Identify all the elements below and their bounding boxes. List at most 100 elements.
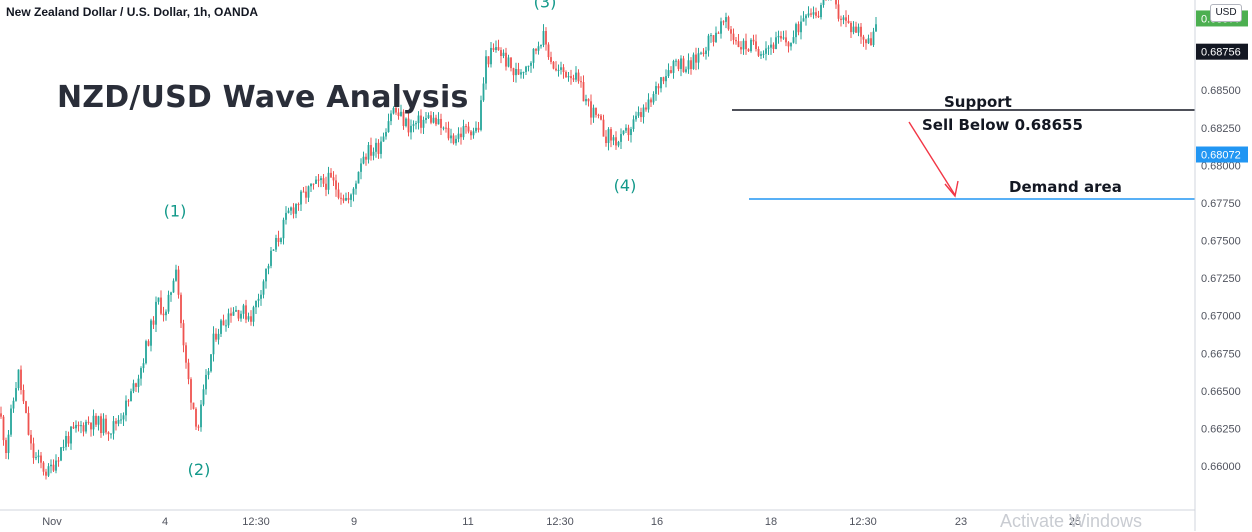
candle-up (352, 188, 355, 195)
candle-up (700, 52, 702, 54)
candle-down (535, 48, 537, 51)
candle-down (82, 425, 85, 432)
candle-down (730, 29, 732, 34)
candle-up (507, 57, 510, 67)
candle-up (10, 408, 12, 435)
candle-down (435, 117, 437, 125)
candle-up (130, 391, 132, 401)
candle-down (815, 12, 817, 16)
candle-up (227, 313, 230, 326)
candle-up (252, 307, 255, 322)
candle-down (580, 81, 582, 83)
candle-down (662, 77, 665, 82)
candle-down (780, 35, 782, 39)
candle-up (812, 12, 815, 15)
time-axis[interactable]: Nov 4 12:30 9 11 12:30 16 18 12:30 23 25 (42, 516, 1081, 528)
candle-up (530, 62, 532, 66)
candle-up (37, 455, 40, 458)
candle-down (572, 78, 575, 80)
wave-label: (1) (164, 201, 187, 220)
candle-down (865, 39, 867, 44)
x-tick-label: 25 (1069, 516, 1081, 528)
candle-up (307, 186, 310, 198)
candle-up (172, 280, 175, 293)
candle-up (872, 31, 875, 46)
candle-up (380, 141, 382, 154)
plot-area[interactable] (0, 0, 1195, 510)
sell-below-label: Sell Below 0.68655 (922, 116, 1083, 134)
y-tick-label: 0.66500 (1201, 386, 1241, 398)
candle-up (592, 107, 595, 118)
candle-up (427, 115, 430, 119)
candle-down (505, 52, 507, 67)
candle-up (630, 129, 632, 136)
x-tick-label: 12:30 (546, 516, 574, 528)
candle-up (652, 93, 655, 103)
candle-up (50, 464, 52, 467)
candle-up (490, 47, 492, 65)
candle-up (525, 66, 527, 72)
y-tick-label: 0.67250 (1201, 273, 1241, 285)
candle-down (555, 68, 557, 71)
candle-down (127, 400, 130, 402)
candle-up (842, 17, 845, 20)
candle-up (200, 404, 202, 428)
candle-up (102, 418, 105, 434)
x-tick-label: 12:30 (849, 516, 877, 528)
candle-up (822, 0, 825, 5)
candle-down (190, 379, 192, 403)
candle-down (717, 32, 720, 34)
currency-selector[interactable]: USD (1210, 4, 1242, 22)
candle-up (265, 268, 267, 282)
price-axis[interactable]: 0.66000 0.66250 0.66500 0.66750 0.67000 0.672… (1201, 10, 1241, 473)
candle-up (357, 171, 360, 184)
candle-up (532, 48, 535, 63)
wave-label: (3) (534, 0, 557, 11)
x-tick-label: 11 (462, 516, 473, 528)
candle-down (702, 52, 705, 54)
candle-up (750, 39, 752, 52)
candle-up (425, 118, 427, 120)
candle-up (212, 333, 215, 355)
candle-down (87, 421, 90, 423)
candle-down (27, 412, 30, 435)
candle-up (485, 56, 487, 84)
candle-up (257, 298, 260, 301)
candle-up (97, 416, 100, 425)
candle-up (282, 219, 285, 239)
candle-down (182, 323, 185, 346)
symbol-title: New Zealand Dollar / U.S. Dollar, 1h, OA… (6, 5, 259, 19)
candle-down (747, 49, 750, 52)
candle-down (135, 383, 137, 387)
x-tick-label: 23 (955, 516, 967, 528)
candle-up (165, 311, 167, 316)
candle-up (520, 72, 522, 75)
sell-arrow-shaft (908, 121, 956, 196)
candle-up (47, 466, 50, 476)
candle-down (107, 432, 110, 435)
x-tick-label: 16 (651, 516, 663, 528)
candle-up (217, 333, 220, 340)
candle-up (805, 15, 807, 19)
candle-up (255, 300, 257, 308)
candle-down (577, 72, 580, 82)
candle-up (85, 421, 87, 432)
candlestick-series (0, 0, 877, 480)
candle-down (610, 129, 612, 141)
candle-down (245, 305, 247, 320)
sell-arrow-head (944, 180, 959, 198)
candle-down (650, 99, 652, 103)
candle-up (515, 69, 517, 76)
candle-up (280, 238, 282, 242)
candle-up (225, 325, 227, 327)
candle-down (185, 345, 187, 363)
candle-up (655, 86, 657, 94)
candle-down (72, 426, 75, 429)
candle-down (487, 56, 490, 65)
candle-down (772, 44, 775, 49)
candle-up (770, 44, 772, 48)
candle-up (132, 383, 135, 392)
x-tick-label: 18 (765, 516, 777, 528)
candle-up (537, 46, 540, 51)
